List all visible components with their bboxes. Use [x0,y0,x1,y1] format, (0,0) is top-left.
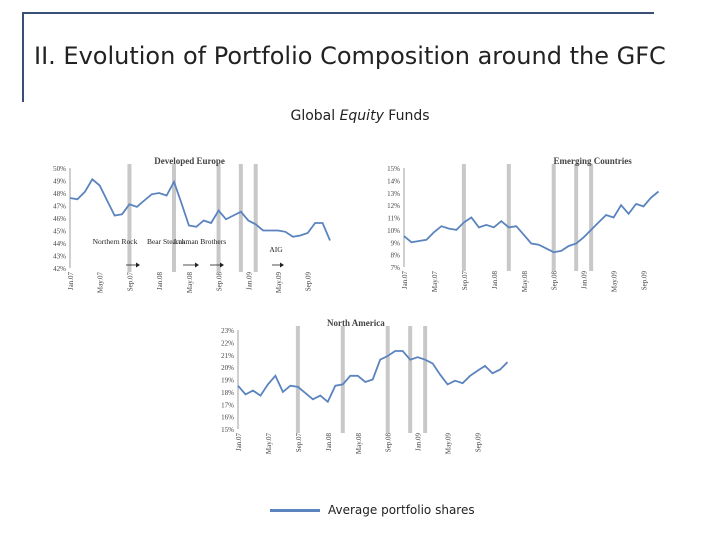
event-bar [340,326,345,433]
event-arrowhead [280,262,284,268]
slide-title: II. Evolution of Portfolio Composition a… [34,42,666,70]
x-tick-label: May.07 [431,271,439,293]
x-tick-label: May.09 [275,272,283,294]
y-tick-label: 50% [53,165,66,173]
event-bar [589,164,594,271]
event-bar [238,164,243,272]
series-line [69,177,331,241]
event-arrowhead [195,262,199,268]
x-tick-label: May.09 [611,271,619,293]
y-tick-label: 8% [391,252,401,260]
x-tick-label: Sep.09 [305,272,313,292]
y-tick-label: 22% [221,339,234,347]
y-tick-label: 44% [53,240,66,248]
event-label: Lehman Brothers [174,237,226,246]
x-tick-label: May.08 [186,272,194,294]
y-tick-label: 7% [391,264,401,272]
slide-subtitle: Global Equity Funds [0,108,720,124]
y-tick-label: 17% [221,401,234,409]
event-bar [551,164,556,271]
y-tick-label: 10% [387,227,400,235]
event-bar [506,164,511,271]
y-tick-label: 14% [387,177,400,185]
y-tick-label: 45% [53,228,66,236]
x-tick-label: May.08 [355,433,363,455]
y-tick-label: 15% [387,165,400,173]
y-tick-label: 21% [221,352,234,360]
y-tick-label: 48% [53,190,66,198]
event-label: Northern Rock [93,237,138,246]
event-bar [253,164,258,272]
x-tick-label: Sep.07 [295,433,303,453]
legend-label: Average portfolio shares [328,503,475,517]
x-tick-label: May.08 [521,271,529,293]
y-tick-label: 18% [221,389,234,397]
series-line [403,190,660,254]
x-tick-label: Jan.07 [401,271,409,290]
series-line [237,350,509,404]
y-tick-label: 12% [387,202,400,210]
event-bar [574,164,579,271]
subtitle-emphasis: Equity [339,108,384,124]
x-tick-label: Jan.09 [581,271,589,290]
title-frame-top [22,12,654,14]
title-frame-left [22,12,24,102]
y-tick-label: 19% [221,377,234,385]
x-tick-label: Sep.09 [641,271,649,291]
subtitle-pre: Global [290,108,340,124]
event-bar [461,164,466,271]
event-label: Bear Stearns [147,237,185,246]
x-tick-label: Jan.08 [491,271,499,290]
x-tick-label: Jan.08 [325,433,333,452]
event-arrowhead [136,262,140,268]
event-label: AIG [269,245,283,254]
x-tick-label: Jan.08 [156,272,164,291]
charts-canvas: Developed Europe 42% 43% 44% 45% 46% 47% 48% 49%… [53,156,660,455]
y-tick-label: 15% [221,426,234,434]
subtitle-post: Funds [383,108,430,124]
y-tick-label: 23% [221,327,234,335]
event-arrowhead [220,262,224,268]
y-tick-label: 13% [387,190,400,198]
y-tick-label: 43% [53,253,66,261]
x-tick-label: May.07 [97,272,105,294]
event-bar [295,326,300,433]
x-tick-label: Jan.07 [67,272,75,291]
event-bar [408,326,413,433]
y-tick-label: 16% [221,414,234,422]
x-tick-label: May.07 [265,433,273,455]
y-tick-label: 9% [391,239,401,247]
x-tick-label: May.09 [445,433,453,455]
x-tick-label: Sep.09 [475,433,483,453]
event-bar [216,164,221,272]
x-tick-label: Sep.08 [385,433,393,453]
x-tick-label: Sep.07 [461,271,469,291]
y-tick-label: 46% [53,215,66,223]
event-bar [127,164,132,272]
x-tick-label: Jan.07 [235,433,243,452]
chart-title: Developed Europe [154,156,225,166]
y-tick-label: 49% [53,178,66,186]
event-bar [385,326,390,433]
y-tick-label: 20% [221,364,234,372]
event-bar [423,326,428,433]
legend-line-swatch [270,509,320,512]
x-tick-label: Jan.09 [415,433,423,452]
x-tick-label: Sep.08 [551,271,559,291]
y-tick-label: 42% [53,265,66,273]
x-tick-label: Sep.07 [126,272,134,292]
chart-title: North America [327,318,385,328]
x-tick-label: Sep.08 [216,272,224,292]
x-tick-label: Jan.09 [245,272,253,291]
event-bar [172,164,176,272]
y-tick-label: 47% [53,203,66,211]
chart-title: Emerging Countries [554,156,633,166]
y-tick-label: 11% [387,215,400,223]
